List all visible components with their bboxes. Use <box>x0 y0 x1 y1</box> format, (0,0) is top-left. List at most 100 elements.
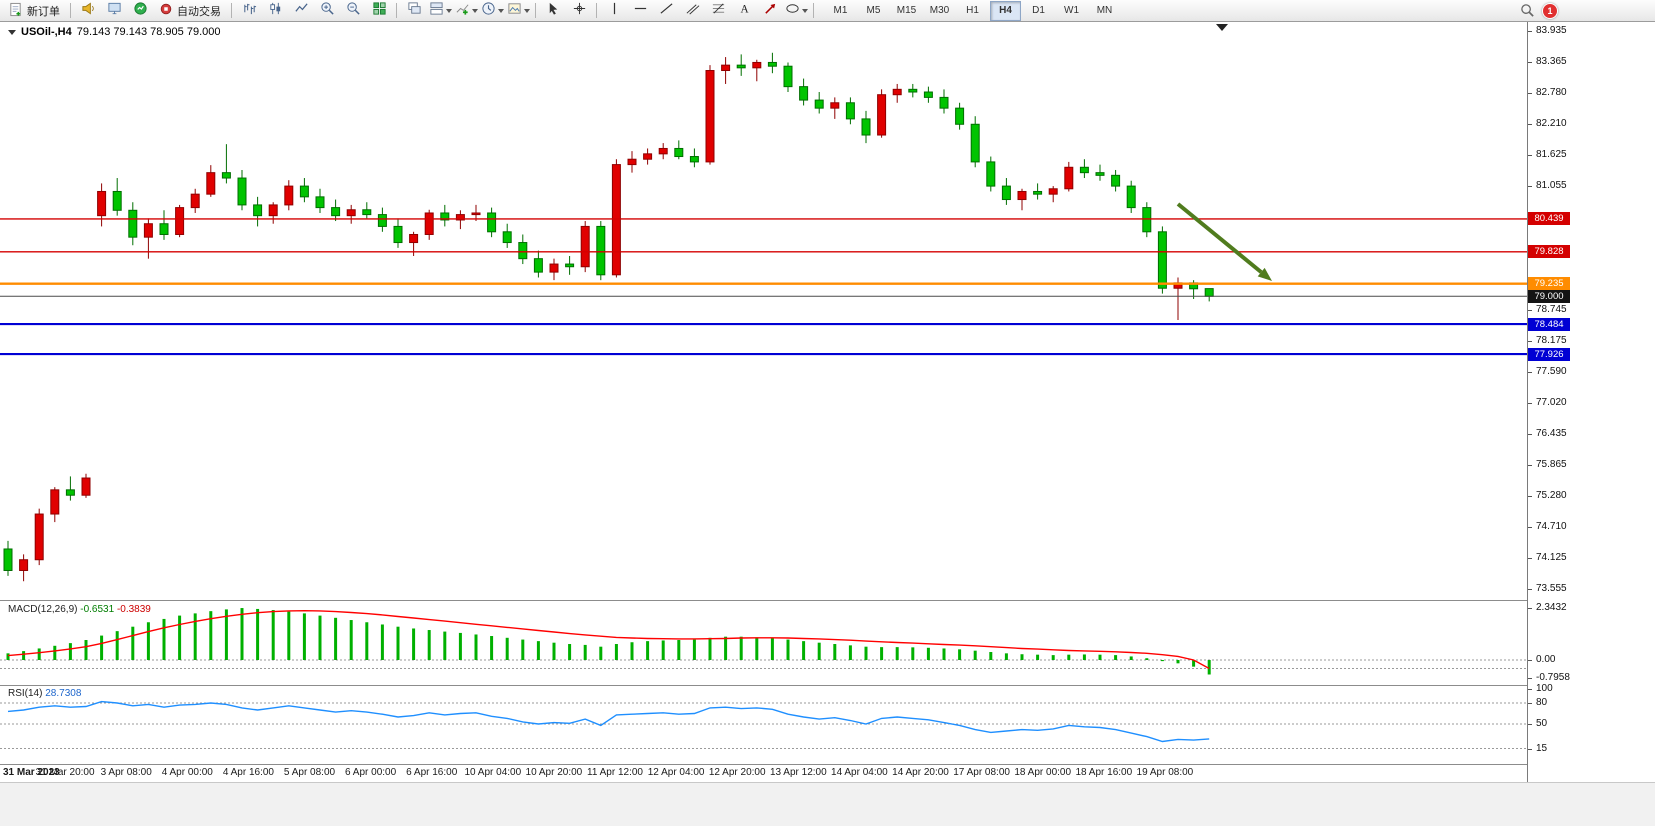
one-click-trading-toggle-icon[interactable] <box>8 29 16 35</box>
timeframe-H1[interactable]: H1 <box>966 5 979 16</box>
channel-button[interactable] <box>680 1 704 21</box>
auto-trading-label: 自动交易 <box>177 5 221 18</box>
bar-chart-button[interactable] <box>237 1 261 21</box>
periods-icon <box>481 1 496 21</box>
price-axis-label: 78.745 <box>1528 304 1567 316</box>
horizontal-lines-layer[interactable] <box>0 218 1527 356</box>
templates-button[interactable] <box>506 1 530 21</box>
search-button[interactable] <box>1515 3 1539 23</box>
indicators-button[interactable] <box>454 1 478 21</box>
ohlc-values: 79.143 79.143 78.905 79.000 <box>76 26 221 38</box>
timeframe-M5[interactable]: M5 <box>866 5 881 16</box>
price-axis-label: 78.175 <box>1528 335 1567 347</box>
price-axis-label: 82.780 <box>1528 87 1567 99</box>
pane-separator[interactable] <box>0 764 1655 765</box>
tile-windows-icon <box>372 1 387 21</box>
alerts-button[interactable] <box>76 1 100 21</box>
main-toolbar: 新订单 自动交易 <box>0 0 1655 22</box>
svg-text:A: A <box>740 3 749 15</box>
text-icon: A <box>737 1 752 21</box>
price-axis-label: 77.020 <box>1528 397 1567 409</box>
price-axis-label: 73.555 <box>1528 583 1567 595</box>
periods-button[interactable] <box>480 1 504 21</box>
chart-shift-marker[interactable] <box>1216 24 1228 31</box>
toolbar-separator <box>231 3 232 18</box>
templates-icon <box>507 1 522 21</box>
toolbar-separator <box>535 3 536 18</box>
price-axis[interactable]: 83.935 83.365 82.780 82.210 81.625 81.055 78.7… <box>1527 22 1655 782</box>
bar-chart-icon <box>242 1 257 21</box>
time-axis-label: 4 Apr 16:00 <box>222 767 274 778</box>
trendline-button[interactable] <box>654 1 678 21</box>
timeframe-MN[interactable]: MN <box>1096 5 1113 16</box>
shapes-icon <box>785 1 800 21</box>
cascade-windows-icon <box>407 1 422 21</box>
tile-windows-button[interactable] <box>367 1 391 21</box>
chevron-down-icon <box>445 8 452 13</box>
timeframe-M15[interactable]: M15 <box>896 5 917 16</box>
timeframe-M30[interactable]: M30 <box>929 5 950 16</box>
toolbar-separator <box>396 3 397 18</box>
cursor-button[interactable] <box>541 1 565 21</box>
rsi-scale-label: 80 <box>1528 697 1547 709</box>
time-axis-label: 10 Apr 04:00 <box>464 767 522 778</box>
crosshair-button[interactable] <box>567 1 591 21</box>
time-axis[interactable]: 31 Mar 2023 31 Mar 20:00 3 Apr 08:00 4 Apr … <box>0 765 1527 782</box>
symbol-period-label: USOil-,H4 <box>21 26 72 38</box>
horizontal-line-button[interactable] <box>628 1 652 21</box>
price-axis-label: 81.625 <box>1528 149 1567 161</box>
shapes-tool-button[interactable] <box>784 1 808 21</box>
crosshair-icon <box>572 1 587 21</box>
price-line-badge[interactable]: 79.828 <box>1528 245 1570 259</box>
chevron-down-icon <box>523 8 530 13</box>
vertical-line-button[interactable] <box>602 1 626 21</box>
arrange-windows-button[interactable] <box>428 1 452 21</box>
macd-name: MACD(12,26,9) <box>8 604 78 615</box>
price-pane[interactable] <box>0 22 1527 600</box>
arrows-tool-button[interactable] <box>758 1 782 21</box>
fibonacci-button[interactable] <box>706 1 730 21</box>
arrows-icon <box>763 1 778 21</box>
cascade-windows-button[interactable] <box>402 1 426 21</box>
zoom-in-button[interactable] <box>315 1 339 21</box>
auto-trading-button[interactable]: 自动交易 <box>154 1 226 21</box>
fibonacci-icon <box>711 1 726 21</box>
zoom-out-button[interactable] <box>341 1 365 21</box>
price-axis-label: 74.125 <box>1528 552 1567 564</box>
text-tool-button[interactable]: A <box>732 1 756 21</box>
price-line-badge[interactable]: 80.439 <box>1528 212 1570 226</box>
notification-badge[interactable]: 1 <box>1542 3 1558 19</box>
rsi-value: 28.7308 <box>45 688 82 699</box>
price-line-badge[interactable]: 79.000 <box>1528 289 1570 303</box>
timeframe-H4[interactable]: H4 <box>990 0 1021 21</box>
pane-separator[interactable] <box>0 685 1655 686</box>
macd-main-value: -0.6531 <box>80 604 115 615</box>
timeframe-W1[interactable]: W1 <box>1064 5 1079 16</box>
terminal-button[interactable] <box>102 1 126 21</box>
new-order-button[interactable]: 新订单 <box>3 1 65 21</box>
chevron-down-icon <box>471 8 478 13</box>
search-icon <box>1520 3 1535 23</box>
price-line-badge[interactable]: 77.926 <box>1528 347 1570 361</box>
chevron-down-icon <box>801 8 808 13</box>
price-axis-label: 83.935 <box>1528 25 1567 37</box>
pane-separator[interactable] <box>0 600 1655 601</box>
price-line-badge[interactable]: 79.235 <box>1528 277 1570 291</box>
macd-histogram <box>6 608 1211 675</box>
timeframe-D1[interactable]: D1 <box>1032 5 1045 16</box>
price-line-badge[interactable]: 78.484 <box>1528 317 1570 331</box>
macd-pane[interactable] <box>0 601 1527 685</box>
rsi-scale-label: 50 <box>1528 718 1547 730</box>
toolbar-separator <box>70 3 71 18</box>
auto-trading-icon <box>159 2 173 19</box>
new-order-icon <box>8 2 23 20</box>
rsi-pane[interactable] <box>0 686 1527 764</box>
price-axis-label: 74.710 <box>1528 521 1567 533</box>
line-chart-button[interactable] <box>289 1 313 21</box>
price-axis-label: 83.365 <box>1528 56 1567 68</box>
rsi-scale-label: 100 <box>1528 683 1553 695</box>
candlestick-chart-button[interactable] <box>263 1 287 21</box>
trend-arrow[interactable] <box>1176 202 1272 281</box>
market-watch-button[interactable] <box>128 1 152 21</box>
timeframe-M1[interactable]: M1 <box>833 5 848 16</box>
